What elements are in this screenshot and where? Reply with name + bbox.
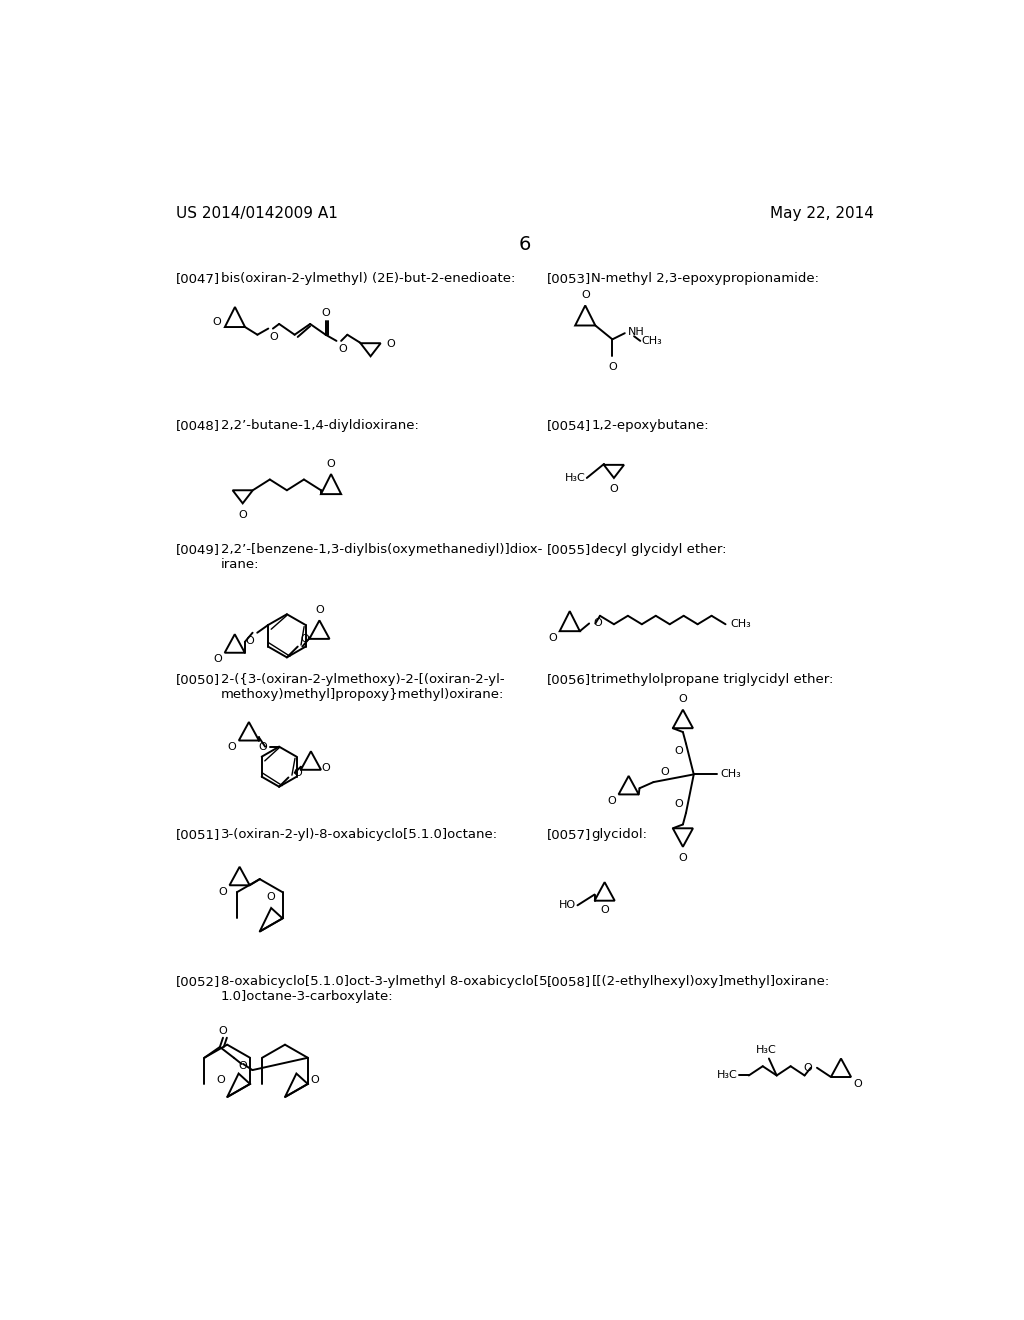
Text: [0049]: [0049] — [176, 544, 220, 557]
Text: O: O — [322, 308, 330, 318]
Text: O: O — [212, 317, 221, 326]
Text: O: O — [218, 887, 227, 896]
Text: O: O — [267, 892, 275, 902]
Text: O: O — [609, 484, 618, 494]
Text: NH: NH — [628, 326, 645, 337]
Text: O: O — [246, 636, 254, 645]
Text: O: O — [218, 1026, 227, 1036]
Text: US 2014/0142009 A1: US 2014/0142009 A1 — [176, 206, 338, 222]
Text: [0054]: [0054] — [547, 418, 591, 432]
Text: O: O — [270, 331, 279, 342]
Text: O: O — [315, 605, 324, 615]
Text: CH₃: CH₃ — [642, 335, 663, 346]
Text: glycidol:: glycidol: — [592, 829, 647, 841]
Text: O: O — [239, 1061, 247, 1071]
Text: 8-oxabicyclo[5.1.0]oct-3-ylmethyl 8-oxabicyclo[5.
1.0]octane-3-carboxylate:: 8-oxabicyclo[5.1.0]oct-3-ylmethyl 8-oxab… — [221, 974, 552, 1003]
Text: bis(oxiran-2-ylmethyl) (2E)-but-2-enedioate:: bis(oxiran-2-ylmethyl) (2E)-but-2-enedio… — [221, 272, 515, 285]
Text: O: O — [239, 510, 247, 520]
Text: O: O — [549, 634, 557, 643]
Text: 1,2-epoxybutane:: 1,2-epoxybutane: — [592, 418, 709, 432]
Text: CH₃: CH₃ — [720, 770, 740, 779]
Text: O: O — [310, 1074, 319, 1085]
Text: HO: HO — [559, 900, 575, 911]
Text: O: O — [581, 290, 590, 300]
Text: H₃C: H₃C — [756, 1045, 776, 1056]
Text: 2,2’-butane-1,4-diyldioxirane:: 2,2’-butane-1,4-diyldioxirane: — [221, 418, 419, 432]
Text: 6: 6 — [518, 235, 531, 255]
Text: O: O — [338, 345, 347, 354]
Text: O: O — [301, 634, 309, 644]
Text: decyl glycidyl ether:: decyl glycidyl ether: — [592, 544, 727, 557]
Text: O: O — [679, 693, 687, 704]
Text: [0053]: [0053] — [547, 272, 591, 285]
Text: O: O — [853, 1078, 862, 1089]
Text: [[(2-ethylhexyl)oxy]methyl]oxirane:: [[(2-ethylhexyl)oxy]methyl]oxirane: — [592, 974, 829, 987]
Text: H₃C: H₃C — [717, 1071, 738, 1081]
Text: O: O — [594, 619, 602, 628]
Text: [0052]: [0052] — [176, 974, 220, 987]
Text: O: O — [327, 459, 336, 469]
Text: O: O — [258, 742, 266, 751]
Text: [0056]: [0056] — [547, 673, 591, 686]
Text: O: O — [600, 906, 609, 915]
Text: O: O — [293, 768, 302, 777]
Text: O: O — [679, 853, 687, 863]
Text: O: O — [608, 363, 616, 372]
Text: O: O — [322, 763, 331, 774]
Text: O: O — [674, 746, 683, 756]
Text: [0055]: [0055] — [547, 544, 591, 557]
Text: 2-({3-(oxiran-2-ylmethoxy)-2-[(oxiran-2-yl-
methoxy)methyl]propoxy}methyl)oxiran: 2-({3-(oxiran-2-ylmethoxy)-2-[(oxiran-2-… — [221, 673, 505, 701]
Text: N-methyl 2,3-epoxypropionamide:: N-methyl 2,3-epoxypropionamide: — [592, 272, 819, 285]
Text: [0058]: [0058] — [547, 974, 591, 987]
Text: [0050]: [0050] — [176, 673, 220, 686]
Text: O: O — [214, 655, 222, 664]
Text: O: O — [386, 339, 395, 348]
Text: [0051]: [0051] — [176, 829, 220, 841]
Text: H₃C: H₃C — [564, 473, 586, 483]
Text: O: O — [216, 1074, 224, 1085]
Text: O: O — [659, 767, 669, 777]
Text: O: O — [607, 796, 616, 807]
Text: O: O — [674, 799, 683, 809]
Text: trimethylolpropane triglycidyl ether:: trimethylolpropane triglycidyl ether: — [592, 673, 834, 686]
Text: CH₃: CH₃ — [730, 619, 751, 630]
Text: [0057]: [0057] — [547, 829, 591, 841]
Text: [0047]: [0047] — [176, 272, 220, 285]
Text: O: O — [227, 742, 237, 752]
Text: 2,2’-[benzene-1,3-diylbis(oxymethanediyl)]diox-
irane:: 2,2’-[benzene-1,3-diylbis(oxymethanediyl… — [221, 544, 543, 572]
Text: [0048]: [0048] — [176, 418, 220, 432]
Text: O: O — [804, 1063, 812, 1073]
Text: May 22, 2014: May 22, 2014 — [770, 206, 873, 222]
Text: 3-(oxiran-2-yl)-8-oxabicyclo[5.1.0]octane:: 3-(oxiran-2-yl)-8-oxabicyclo[5.1.0]octan… — [221, 829, 498, 841]
